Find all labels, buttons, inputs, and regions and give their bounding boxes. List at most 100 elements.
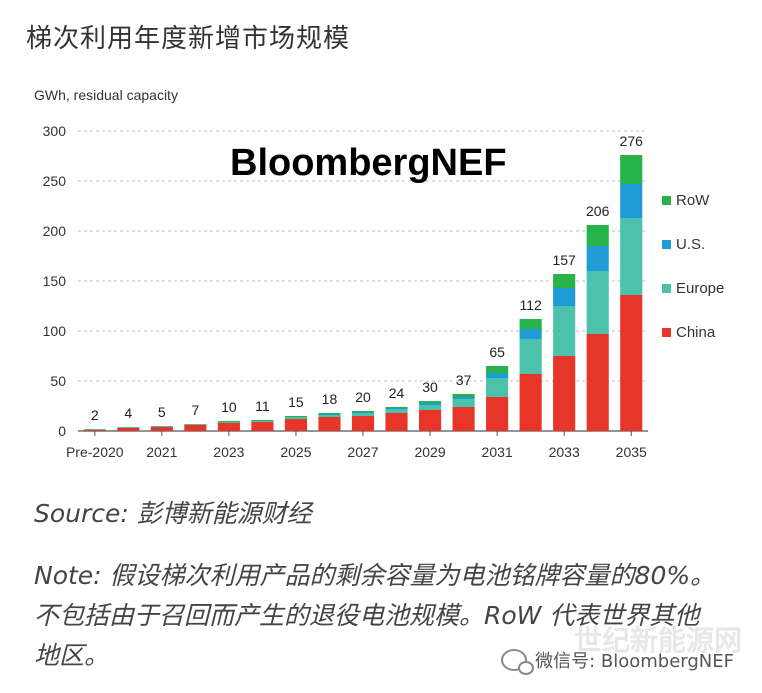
bar-segment-row <box>385 407 408 408</box>
data-label: 20 <box>355 389 371 405</box>
bar-segment-us <box>586 246 609 271</box>
y-tick-label: 200 <box>43 223 67 239</box>
bar-segment-china <box>251 422 274 431</box>
bar-segment-china <box>284 419 308 431</box>
bar-segment-row <box>519 319 542 329</box>
data-label: 24 <box>389 385 405 401</box>
source-text: Source: 彭博新能源财经 <box>34 499 312 528</box>
bar-segment-china <box>318 417 341 431</box>
data-label: 276 <box>620 133 644 149</box>
bar-segment-china <box>217 423 240 431</box>
bars <box>83 155 643 431</box>
bar-segment-row <box>586 225 609 246</box>
data-label: 2 <box>91 407 99 423</box>
legend-label: China <box>676 324 716 341</box>
legend-label: Europe <box>676 280 724 297</box>
legend-swatch <box>662 196 671 205</box>
bar-segment-china <box>351 416 375 431</box>
x-tick-label: 2029 <box>414 444 445 460</box>
bar-segment-us <box>452 397 475 399</box>
bar-segment-china <box>519 374 542 431</box>
bar-segment-row <box>351 411 375 412</box>
bar-segment-row <box>620 155 643 184</box>
data-label: 7 <box>191 402 199 418</box>
bar-segment-europe <box>418 405 442 410</box>
data-label: 15 <box>288 394 304 410</box>
bar-segment-europe <box>117 427 140 428</box>
bar-segment-row <box>486 366 509 373</box>
chart-heading: 梯次利用年度新增市场规模 <box>26 24 351 54</box>
bar-segment-europe <box>184 424 207 425</box>
wechat-label: 微信号: BloombergNEF <box>535 651 734 672</box>
wechat-icon <box>501 649 535 675</box>
bar-segment-china <box>418 410 442 431</box>
data-label: 18 <box>322 391 338 407</box>
bar-segment-europe <box>519 339 542 374</box>
bar-segment-china <box>620 295 643 431</box>
bar-segment-europe <box>284 417 308 419</box>
data-label: 206 <box>586 203 610 219</box>
data-label: 5 <box>158 404 166 420</box>
bar-segment-row <box>217 421 240 422</box>
bar-segment-china <box>83 430 106 431</box>
bar-segment-china <box>184 425 207 431</box>
y-tick-label: 50 <box>50 373 66 389</box>
x-tick-label: 2023 <box>213 444 244 460</box>
bar-segment-row <box>418 401 442 403</box>
bar-segment-row <box>251 420 274 421</box>
bar-segment-europe <box>251 421 274 422</box>
bar-segment-row <box>318 413 341 414</box>
bar-segment-europe <box>486 378 509 397</box>
bar-segment-europe <box>452 399 475 407</box>
bar-segment-europe <box>620 218 643 295</box>
x-tick-label: 2031 <box>482 444 513 460</box>
bar-segment-us <box>351 412 375 413</box>
data-label: 11 <box>255 398 270 414</box>
bar-segment-row <box>553 274 576 288</box>
data-label: 112 <box>519 297 542 313</box>
gridlines <box>78 130 648 382</box>
bar-segment-europe <box>217 422 240 423</box>
x-tick-label: 2025 <box>280 444 311 460</box>
bar-segment-us <box>519 329 542 339</box>
bar-segment-us <box>418 403 442 405</box>
x-tick-label: 2035 <box>616 444 647 460</box>
bar-segment-row <box>452 394 475 397</box>
bar-segment-china <box>586 334 609 431</box>
bar-segment-china <box>117 428 140 431</box>
bar-segment-europe <box>318 415 341 417</box>
y-tick-label: 100 <box>43 323 67 339</box>
y-tick-label: 0 <box>58 423 66 439</box>
y-axis-label: GWh, residual capacity <box>34 87 178 103</box>
y-tick-label: 150 <box>43 273 67 289</box>
bar-segment-us <box>553 288 576 306</box>
bar-segment-us <box>620 184 643 218</box>
bar-segment-china <box>486 397 509 431</box>
bar-segment-us <box>486 373 509 378</box>
data-label: 30 <box>422 379 438 395</box>
legend: RoW U.S. Europe China <box>662 192 724 341</box>
data-label: 157 <box>552 252 576 268</box>
bar-segment-europe <box>385 409 408 413</box>
x-tick-label: 2021 <box>146 444 177 460</box>
bar-segment-europe <box>553 306 576 356</box>
legend-swatch <box>662 284 671 293</box>
data-label: 4 <box>124 405 132 421</box>
data-label: 10 <box>221 399 237 415</box>
x-tick-label: 2033 <box>549 444 580 460</box>
bar-segment-europe <box>351 413 375 416</box>
legend-swatch <box>662 328 671 337</box>
bar-segment-europe <box>586 271 609 334</box>
data-label: 65 <box>489 344 505 360</box>
bar-segment-china <box>553 356 576 431</box>
bar-segment-china <box>150 427 173 431</box>
wechat-id: 微信号: BloombergNEF <box>501 647 734 675</box>
bar-segment-us <box>385 408 408 409</box>
bar-segment-china <box>452 407 475 431</box>
x-tick-label: 2027 <box>347 444 378 460</box>
bar-segment-us <box>318 414 341 415</box>
x-tick-label: Pre-2020 <box>66 444 124 460</box>
